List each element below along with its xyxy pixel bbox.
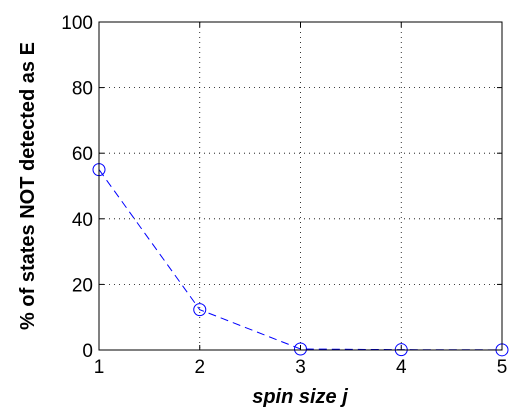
grid (99, 22, 502, 350)
y-axis-label: % of states NOT detected as E (17, 42, 39, 330)
data-point (193, 303, 207, 317)
y-tick-label: 0 (82, 341, 93, 362)
plot-area (99, 22, 502, 350)
x-tick-label: 1 (94, 357, 105, 378)
y-tick-label: 20 (72, 275, 93, 296)
y-tick-label: 60 (72, 144, 93, 165)
y-tick-label: 100 (61, 13, 93, 34)
x-tick-label: 2 (194, 357, 205, 378)
y-tick-label: 40 (72, 210, 93, 231)
ticks: 1 2 3 4 5 0 20 40 60 80 100 (61, 13, 507, 378)
x-tick-label: 4 (396, 357, 407, 378)
x-tick-label: 3 (295, 357, 306, 378)
data-point (294, 342, 307, 356)
y-tick-label: 80 (72, 79, 93, 100)
x-tick-label: 5 (497, 357, 508, 378)
x-axis-label: spin size j (252, 386, 348, 408)
